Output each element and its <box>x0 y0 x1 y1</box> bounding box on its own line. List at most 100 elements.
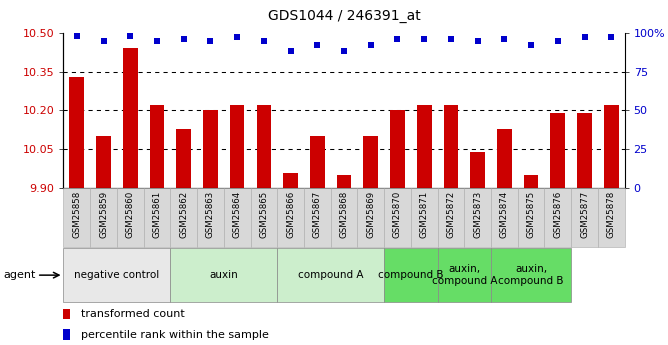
Text: auxin: auxin <box>209 270 238 280</box>
Text: GSM25862: GSM25862 <box>179 191 188 238</box>
Bar <box>203 110 218 188</box>
Text: GSM25866: GSM25866 <box>286 191 295 238</box>
Text: GSM25874: GSM25874 <box>500 191 509 238</box>
Text: auxin,
compound A: auxin, compound A <box>432 264 497 286</box>
Text: GSM25868: GSM25868 <box>339 191 349 238</box>
Text: negative control: negative control <box>74 270 160 280</box>
Bar <box>497 129 512 188</box>
Point <box>259 38 269 43</box>
FancyBboxPatch shape <box>464 188 491 247</box>
Point <box>232 35 242 40</box>
Bar <box>310 136 325 188</box>
Text: GSM25872: GSM25872 <box>446 191 456 238</box>
Text: compound A: compound A <box>298 270 363 280</box>
Point <box>178 36 189 42</box>
Point <box>125 33 136 39</box>
Text: transformed count: transformed count <box>81 309 185 319</box>
Text: GSM25875: GSM25875 <box>526 191 536 238</box>
FancyBboxPatch shape <box>331 188 357 247</box>
Bar <box>176 129 191 188</box>
Text: GSM25867: GSM25867 <box>313 191 322 238</box>
FancyBboxPatch shape <box>598 188 625 247</box>
Point <box>446 36 456 42</box>
Text: percentile rank within the sample: percentile rank within the sample <box>81 330 269 339</box>
Point <box>339 49 349 54</box>
Text: GSM25870: GSM25870 <box>393 191 402 238</box>
Text: GSM25859: GSM25859 <box>99 191 108 238</box>
Point <box>365 42 376 48</box>
Bar <box>604 105 619 188</box>
FancyBboxPatch shape <box>63 188 90 247</box>
Bar <box>470 152 485 188</box>
FancyBboxPatch shape <box>411 188 438 247</box>
FancyBboxPatch shape <box>518 188 544 247</box>
Point <box>152 38 162 43</box>
Text: auxin,
compound B: auxin, compound B <box>498 264 564 286</box>
Bar <box>550 113 565 188</box>
Point <box>419 36 430 42</box>
FancyBboxPatch shape <box>63 248 170 302</box>
Bar <box>63 329 70 340</box>
Point <box>579 35 590 40</box>
FancyBboxPatch shape <box>170 188 197 247</box>
FancyBboxPatch shape <box>438 248 491 302</box>
Text: GSM25861: GSM25861 <box>152 191 162 238</box>
FancyBboxPatch shape <box>571 188 598 247</box>
FancyBboxPatch shape <box>144 188 170 247</box>
FancyBboxPatch shape <box>544 188 571 247</box>
Point <box>499 36 510 42</box>
Point <box>526 42 536 48</box>
Text: compound B: compound B <box>378 270 444 280</box>
FancyBboxPatch shape <box>250 188 277 247</box>
FancyBboxPatch shape <box>491 188 518 247</box>
Bar <box>230 105 244 188</box>
Text: GSM25878: GSM25878 <box>607 191 616 238</box>
FancyBboxPatch shape <box>197 188 224 247</box>
Point <box>606 35 617 40</box>
FancyBboxPatch shape <box>384 248 438 302</box>
Text: GSM25865: GSM25865 <box>259 191 269 238</box>
Text: GSM25877: GSM25877 <box>580 191 589 238</box>
FancyBboxPatch shape <box>117 188 144 247</box>
Text: GSM25876: GSM25876 <box>553 191 562 238</box>
Text: GDS1044 / 246391_at: GDS1044 / 246391_at <box>268 9 420 23</box>
Bar <box>63 308 70 319</box>
FancyBboxPatch shape <box>224 188 250 247</box>
Bar <box>417 105 432 188</box>
Text: GSM25869: GSM25869 <box>366 191 375 238</box>
Bar <box>123 48 138 188</box>
Point <box>392 36 403 42</box>
Point <box>472 38 483 43</box>
FancyBboxPatch shape <box>357 188 384 247</box>
FancyBboxPatch shape <box>491 248 571 302</box>
Bar <box>150 105 164 188</box>
Bar <box>283 172 298 188</box>
Point <box>71 33 82 39</box>
Bar <box>363 136 378 188</box>
Point <box>312 42 323 48</box>
Text: GSM25871: GSM25871 <box>420 191 429 238</box>
Text: GSM25860: GSM25860 <box>126 191 135 238</box>
FancyBboxPatch shape <box>90 188 117 247</box>
Point <box>205 38 216 43</box>
Bar <box>257 105 271 188</box>
Text: agent: agent <box>3 270 35 280</box>
Bar <box>524 175 538 188</box>
Bar <box>390 110 405 188</box>
Text: GSM25858: GSM25858 <box>72 191 81 238</box>
Point <box>98 38 109 43</box>
FancyBboxPatch shape <box>170 248 277 302</box>
Bar <box>337 175 351 188</box>
FancyBboxPatch shape <box>277 248 384 302</box>
Point <box>285 49 296 54</box>
FancyBboxPatch shape <box>384 188 411 247</box>
Bar <box>577 113 592 188</box>
FancyBboxPatch shape <box>304 188 331 247</box>
Text: GSM25873: GSM25873 <box>473 191 482 238</box>
FancyBboxPatch shape <box>277 188 304 247</box>
Text: GSM25863: GSM25863 <box>206 191 215 238</box>
FancyBboxPatch shape <box>438 188 464 247</box>
Bar <box>96 136 111 188</box>
Point <box>552 38 563 43</box>
Bar <box>444 105 458 188</box>
